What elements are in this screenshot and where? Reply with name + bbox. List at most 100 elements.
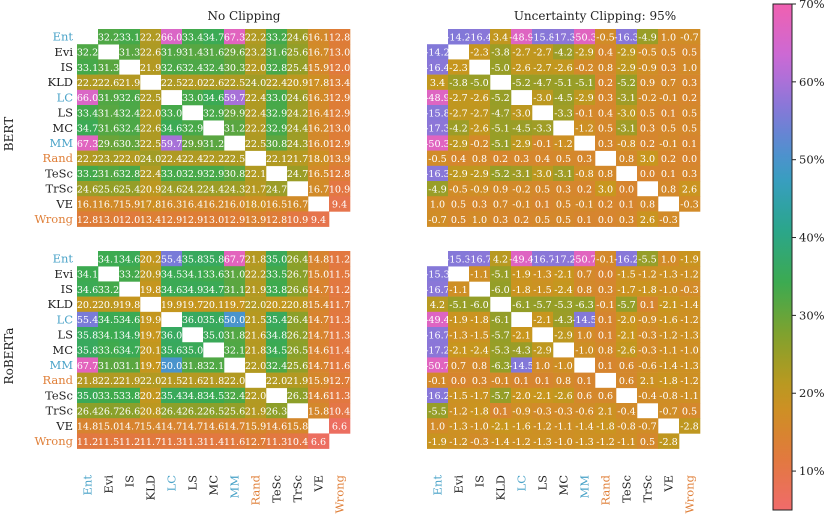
heatmap-cell-bert_clip-KLD-Rand bbox=[595, 74, 617, 91]
heatmap-cell-value-roberta_clip-Rand-KLD: -0.1 bbox=[491, 376, 510, 387]
heatmap-cell-bert_none-Ent-LC bbox=[161, 29, 183, 45]
heatmap-cell-bert_clip-IS-Rand bbox=[595, 59, 617, 75]
heatmap-cell-value-bert_clip-KLD-TrSc: 0.9 bbox=[640, 78, 655, 89]
heatmap-cell-value-roberta_clip-MC-TrSc: -0.3 bbox=[638, 346, 657, 357]
heatmap-cell-value-roberta_none-Rand-MC: 21.8 bbox=[203, 376, 224, 387]
heatmap-cell-bert_clip-TrSc-Ent bbox=[427, 181, 449, 197]
heatmap-cell-value-roberta_none-TeSc-KLD: 20.2 bbox=[140, 391, 161, 402]
heatmap-cell-value-roberta_none-Wrong-MC: 11.4 bbox=[203, 437, 224, 448]
heatmap-cell-bert_none-Rand-LS bbox=[182, 150, 204, 167]
heatmap-cell-roberta_clip-Evi-Rand bbox=[595, 266, 617, 282]
heatmap-cell-value-roberta_clip-TeSc-LS: -2.1 bbox=[533, 391, 552, 402]
heatmap-cell-value-bert_clip-Evi-KLD: -3.8 bbox=[491, 48, 510, 59]
heatmap-cell-value-roberta_none-Wrong-Rand: 12.7 bbox=[245, 437, 266, 448]
heatmap-cell-value-roberta_none-IS-MC: 34.7 bbox=[203, 285, 224, 296]
heatmap-cell-value-roberta_none-TeSc-Evi: 33.5 bbox=[98, 391, 119, 402]
heatmap-cell-roberta_none-MM-IS bbox=[119, 357, 141, 373]
heatmap-cell-value-bert_none-IS-LS: 32.4 bbox=[182, 63, 203, 74]
heatmap-cell-value-bert_none-Rand-VE: 18.0 bbox=[308, 154, 329, 165]
heatmap-cell-roberta_clip-Evi-TrSc bbox=[637, 266, 659, 282]
heatmap-cell-value-bert_none-Rand-KLD: 24.0 bbox=[140, 154, 161, 165]
heatmap-cell-value-roberta_clip-TeSc-Wrong: -1.1 bbox=[680, 391, 699, 402]
heatmap-cell-roberta_clip-MC-TrSc bbox=[637, 342, 659, 358]
heatmap-cell-roberta_none-LS-TeSc bbox=[266, 327, 288, 343]
row-label-roberta-TeSc: TeSc bbox=[45, 388, 73, 402]
heatmap-cell-bert_none-IS-Rand bbox=[245, 59, 267, 75]
heatmap-cell-bert_clip-LC-KLD bbox=[490, 89, 512, 106]
heatmap-cell-roberta_clip-LC-Rand bbox=[595, 311, 617, 328]
heatmap-cell-bert_clip-MC-Evi bbox=[448, 120, 470, 136]
heatmap-cell-roberta_none-TrSc-Evi bbox=[98, 403, 120, 419]
heatmap-cell-value-roberta_none-Wrong-MM: 11.6 bbox=[224, 437, 245, 448]
heatmap-cell-bert_clip-KLD-Evi bbox=[448, 74, 470, 91]
heatmap-cell-roberta_none-Rand-LS bbox=[182, 372, 204, 389]
heatmap-cell-value-roberta_none-Rand-MM: 22.0 bbox=[224, 376, 245, 387]
heatmap-cell-value-bert_clip-Wrong-TrSc: 2.6 bbox=[640, 215, 655, 226]
heatmap-cell-value-bert_none-TeSc-LS: 32.9 bbox=[182, 169, 203, 180]
heatmap-cell-value-roberta_none-TrSc-LS: 26.2 bbox=[182, 406, 203, 417]
heatmap-cell-value-roberta_none-VE-KLD: 15.4 bbox=[140, 422, 161, 433]
heatmap-cell-roberta_none-MC-LS bbox=[182, 342, 204, 358]
heatmap-cell-bert_none-Ent-MM bbox=[224, 29, 246, 45]
heatmap-cell-value-bert_none-Ent-Evi: 32.2 bbox=[98, 32, 119, 43]
heatmap-cell-roberta_none-TeSc-Rand bbox=[245, 387, 267, 404]
heatmap-cell-value-bert_none-TrSc-IS: 25.4 bbox=[119, 184, 140, 195]
heatmap-cell-bert_clip-Evi-Ent bbox=[427, 44, 449, 60]
heatmap-cell-bert_none-TrSc-Evi bbox=[98, 181, 120, 197]
heatmap-cell-bert_none-TeSc-TrSc bbox=[287, 165, 309, 182]
heatmap-cell-bert_clip-TrSc-VE bbox=[658, 181, 680, 197]
heatmap-cell-roberta_clip-KLD-Ent bbox=[427, 296, 449, 313]
heatmap-cell-value-roberta_none-KLD-LC: 19.9 bbox=[161, 300, 182, 311]
heatmap-cell-value-bert_none-Wrong-Rand: 13.9 bbox=[245, 215, 266, 226]
heatmap-cell-value-bert_none-Ent-Wrong: 12.8 bbox=[329, 32, 350, 43]
heatmap-cell-value-bert_clip-TrSc-VE: 0.8 bbox=[661, 184, 676, 195]
heatmap-cell-roberta_none-TrSc-VE bbox=[308, 403, 330, 419]
heatmap-cell-roberta_none-KLD-MC bbox=[203, 296, 225, 313]
heatmap-cell-bert_none-TrSc-KLD bbox=[140, 181, 162, 197]
heatmap-cell-value-roberta_none-Ent-KLD: 20.2 bbox=[140, 254, 161, 265]
heatmap-cell-bert_none-IS-MC bbox=[203, 59, 225, 75]
heatmap-cell-roberta_clip-Ent-MC bbox=[553, 251, 575, 267]
heatmap-cell-value-roberta_clip-VE-TrSc: -0.7 bbox=[638, 422, 657, 433]
heatmap-cell-roberta_clip-VE-Ent bbox=[427, 418, 449, 434]
heatmap-cell-value-bert_none-KLD-Ent: 22.2 bbox=[77, 78, 98, 89]
heatmap-cell-bert_clip-MM-IS bbox=[469, 135, 491, 151]
heatmap-cell-value-roberta_clip-MC-VE: -1.1 bbox=[659, 346, 678, 357]
row-label-roberta-Evi: Evi bbox=[54, 267, 73, 281]
heatmap-cell-roberta_clip-MC-Wrong bbox=[679, 342, 701, 358]
heatmap-cell-bert_none-LS-IS bbox=[119, 105, 141, 121]
heatmap-cell-value-roberta_clip-IS-LC: -1.8 bbox=[512, 285, 531, 296]
heatmap-cell-value-bert_none-IS-MC: 32.4 bbox=[203, 63, 224, 74]
heatmap-cell-bert_clip-IS-Ent bbox=[427, 59, 449, 75]
heatmap-cell-roberta_none-KLD-LC bbox=[161, 296, 183, 313]
heatmap-cell-value-bert_clip-Wrong-TeSc: 0.3 bbox=[619, 215, 634, 226]
heatmap-cell-value-roberta_clip-Wrong-LC: -1.2 bbox=[512, 437, 531, 448]
heatmap-cell-value-bert_clip-Evi-VE: 0.5 bbox=[661, 48, 676, 59]
heatmap-cell-value-bert_none-LS-Rand: 22.4 bbox=[245, 108, 266, 119]
heatmap-cell-value-bert_clip-Wrong-VE: -0.3 bbox=[659, 215, 678, 226]
heatmap-cell-bert_clip-Evi-MC bbox=[553, 44, 575, 60]
heatmap-cell-value-roberta_none-KLD-Rand: 22.0 bbox=[245, 300, 266, 311]
heatmap-cell-roberta_clip-Wrong-MM bbox=[574, 433, 596, 449]
heatmap-cell-roberta_clip-TrSc-MC bbox=[553, 403, 575, 419]
heatmap-cell-value-roberta_clip-LC-LS: -2.1 bbox=[533, 315, 552, 326]
heatmap-cell-value-roberta_clip-Wrong-Rand: -1.2 bbox=[596, 437, 615, 448]
heatmap-cell-bert_clip-Evi-IS bbox=[469, 44, 491, 60]
heatmap-cell-roberta_clip-IS-TrSc bbox=[637, 281, 659, 297]
heatmap-cell-roberta_none-Evi-MM bbox=[224, 266, 246, 282]
heatmap-cell-bert_clip-MM-VE bbox=[658, 135, 680, 151]
heatmap-cell-bert_clip-LS-TrSc bbox=[637, 105, 659, 121]
row-label-bert-Wrong: Wrong bbox=[35, 212, 74, 226]
heatmap-cell-bert_clip-TrSc-Wrong bbox=[679, 181, 701, 197]
heatmap-cell-value-bert_clip-Ent-LC: -48.9 bbox=[509, 32, 534, 43]
heatmap-cell-value-roberta_none-VE-Ent: 14.8 bbox=[77, 422, 98, 433]
heatmap-cell-value-bert_none-Wrong-VE: 9.4 bbox=[311, 215, 326, 226]
heatmap-cell-value-roberta_none-Wrong-LS: 11.3 bbox=[182, 437, 203, 448]
heatmap-cell-value-roberta_clip-MC-Wrong: -1.0 bbox=[680, 346, 699, 357]
heatmap-cell-value-roberta_none-Evi-Ent: 34.1 bbox=[77, 270, 98, 281]
heatmap-cell-bert_clip-VE-MM bbox=[574, 196, 596, 212]
heatmap-cell-roberta_clip-IS-LC bbox=[511, 281, 533, 297]
heatmap-cell-roberta_none-MC-VE bbox=[308, 342, 330, 358]
heatmap-cell-bert_none-MC-TeSc bbox=[266, 120, 288, 136]
heatmap-cell-roberta_none-Rand-Evi bbox=[98, 372, 120, 389]
